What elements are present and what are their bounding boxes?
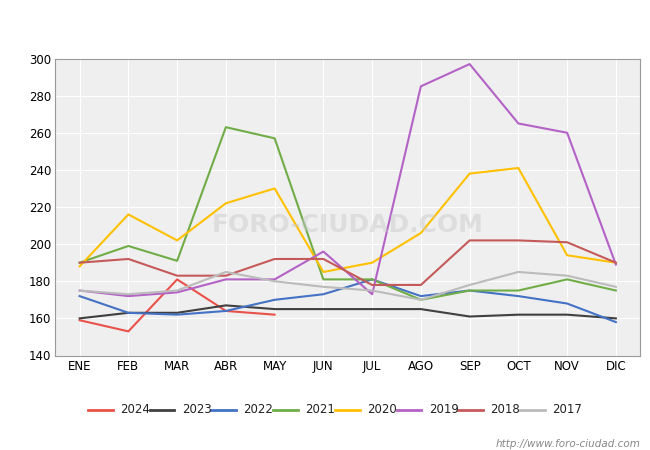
Text: http://www.foro-ciudad.com: http://www.foro-ciudad.com: [495, 439, 640, 449]
Text: 2019: 2019: [429, 403, 459, 416]
Text: 2017: 2017: [552, 403, 582, 416]
Text: 2023: 2023: [182, 403, 211, 416]
Text: Afiliados en Hinojosa del Valle a 31/5/2024: Afiliados en Hinojosa del Valle a 31/5/2…: [132, 11, 518, 29]
Text: 2018: 2018: [491, 403, 520, 416]
Text: 2021: 2021: [306, 403, 335, 416]
Text: 2022: 2022: [244, 403, 274, 416]
Text: 2020: 2020: [367, 403, 396, 416]
Text: 2024: 2024: [120, 403, 150, 416]
Text: FORO-CIUDAD.COM: FORO-CIUDAD.COM: [212, 213, 484, 237]
